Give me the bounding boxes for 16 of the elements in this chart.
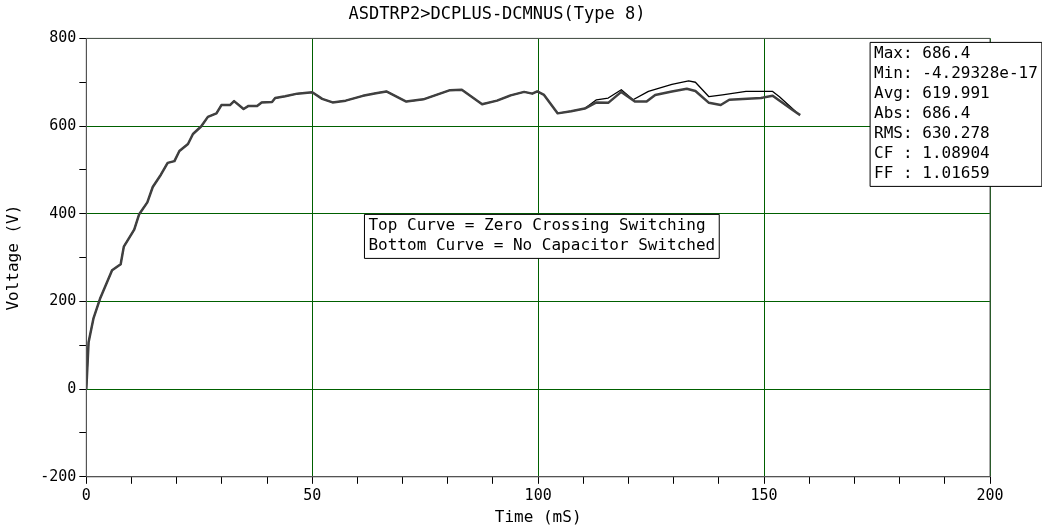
y-tick-label: 200 xyxy=(49,291,77,310)
y-tick-label: 600 xyxy=(49,115,77,134)
x-tick-label: 200 xyxy=(976,485,1004,504)
x-tick-label: 50 xyxy=(303,485,322,504)
x-tick-label: 100 xyxy=(524,485,552,504)
x-axis-title: Time (mS) xyxy=(494,506,582,526)
y-tick-label: 0 xyxy=(67,379,77,398)
annotation: Max: 686.4 Min: -4.29328e-17 Avg: 619.991 Abs: 686.4 RMS: 630.278 CF : 1.08904 FF : 1.01659 xyxy=(874,42,1038,182)
x-tick-label: 150 xyxy=(750,485,778,504)
chart-title: ASDTRP2>DCPLUS-DCMNUS(Type 8) xyxy=(348,2,646,23)
x-tick-label: 0 xyxy=(81,485,91,504)
y-tick-label: 800 xyxy=(49,28,77,47)
annotation: Top Curve = Zero Crossing Switching Bottom Curve = No Capacitor Switched xyxy=(368,214,716,254)
y-tick-label: 400 xyxy=(49,203,77,222)
y-axis-title: Voltage (V) xyxy=(2,204,22,311)
y-tick-label: -200 xyxy=(40,466,77,485)
